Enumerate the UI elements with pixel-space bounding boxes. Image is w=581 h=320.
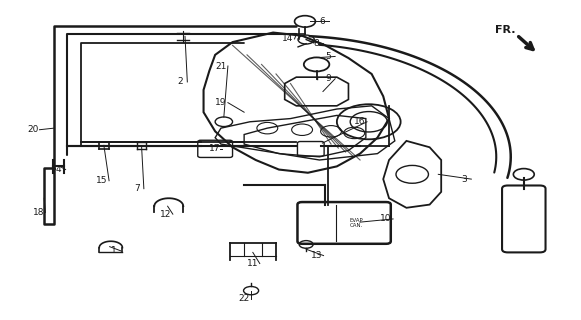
Text: 17: 17 [209, 144, 221, 153]
Text: 11: 11 [247, 259, 259, 268]
Text: 22: 22 [239, 294, 250, 303]
Text: 6: 6 [320, 17, 325, 26]
Text: 16: 16 [354, 117, 366, 126]
Text: 18: 18 [33, 208, 44, 217]
Text: 4: 4 [56, 165, 62, 174]
Text: 10: 10 [381, 214, 392, 223]
Text: 13: 13 [311, 251, 322, 260]
Text: 21: 21 [215, 61, 227, 70]
Text: 8: 8 [314, 39, 320, 48]
Text: FR.: FR. [495, 25, 515, 35]
Text: 19: 19 [215, 98, 227, 107]
Text: 20: 20 [27, 125, 38, 134]
Text: 2: 2 [178, 77, 183, 86]
Text: 3: 3 [461, 175, 467, 184]
Text: 12: 12 [160, 210, 171, 219]
Text: 7: 7 [134, 184, 140, 193]
Text: 9: 9 [325, 74, 331, 83]
Text: 14: 14 [282, 35, 293, 44]
Text: EVAP
CAN.: EVAP CAN. [350, 218, 364, 228]
Text: 15: 15 [96, 176, 108, 185]
Text: 5: 5 [325, 52, 331, 61]
Text: 1: 1 [111, 246, 117, 255]
